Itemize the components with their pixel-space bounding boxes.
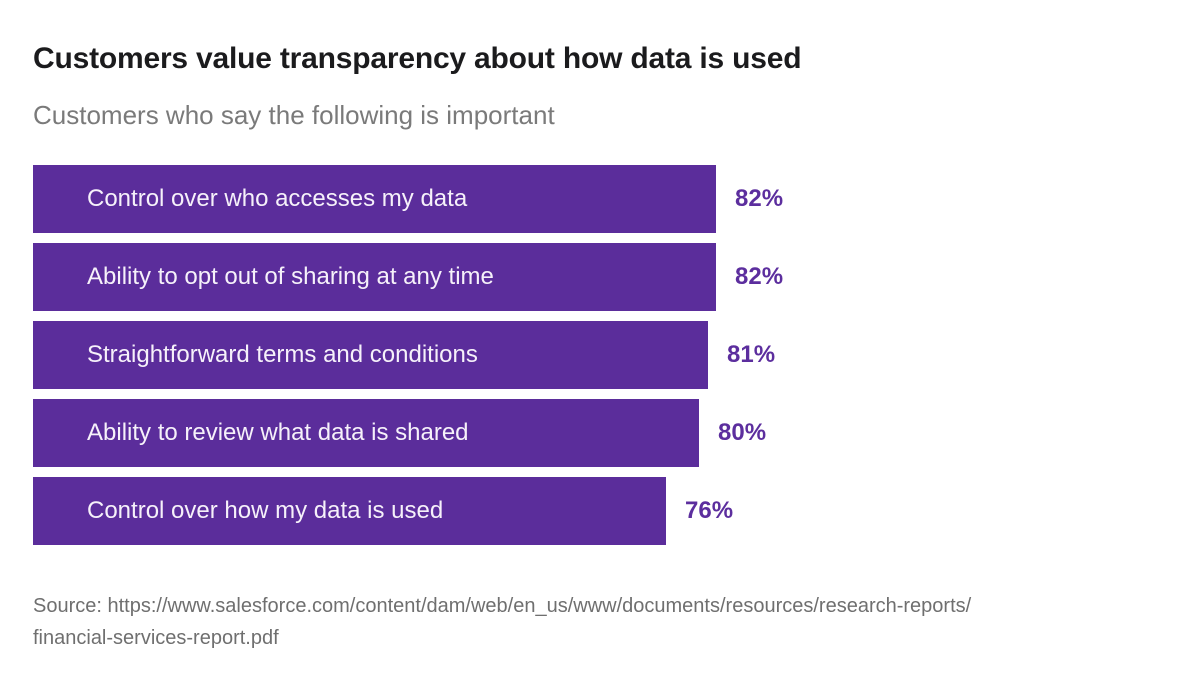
bar: Control over who accesses my data [33,165,716,233]
source-line-2: financial-services-report.pdf [33,627,279,649]
bar-category-label: Ability to review what data is shared [87,419,469,446]
bar-value-label: 82% [735,263,784,290]
chart-subtitle: Customers who say the following is impor… [33,100,555,130]
bar-category-label: Straightforward terms and conditions [87,341,478,368]
source-line-1: Source: https://www.salesforce.com/conte… [33,595,972,617]
bar-chart: Control over who accesses my data 82% Ab… [33,165,1167,545]
bar: Ability to opt out of sharing at any tim… [33,243,716,311]
bar-row: Control over who accesses my data 82% [33,165,1167,233]
source-citation: Source: https://www.salesforce.com/conte… [33,590,1167,654]
bar-row: Ability to opt out of sharing at any tim… [33,243,1167,311]
bar: Straightforward terms and conditions [33,321,708,389]
bar-row: Control over how my data is used 76% [33,477,1167,545]
bar-row: Ability to review what data is shared 80… [33,399,1167,467]
bar-value-label: 76% [685,497,734,524]
bar-category-label: Ability to opt out of sharing at any tim… [87,263,494,290]
bar-value-label: 82% [735,185,784,212]
bar: Ability to review what data is shared [33,399,699,467]
bar-category-label: Control over how my data is used [87,497,444,524]
bar-row: Straightforward terms and conditions 81% [33,321,1167,389]
bar-value-label: 81% [727,341,776,368]
bar-value-label: 80% [718,419,767,446]
bar-category-label: Control over who accesses my data [87,185,468,212]
chart-title: Customers value transparency about how d… [33,42,802,75]
bar: Control over how my data is used [33,477,666,545]
